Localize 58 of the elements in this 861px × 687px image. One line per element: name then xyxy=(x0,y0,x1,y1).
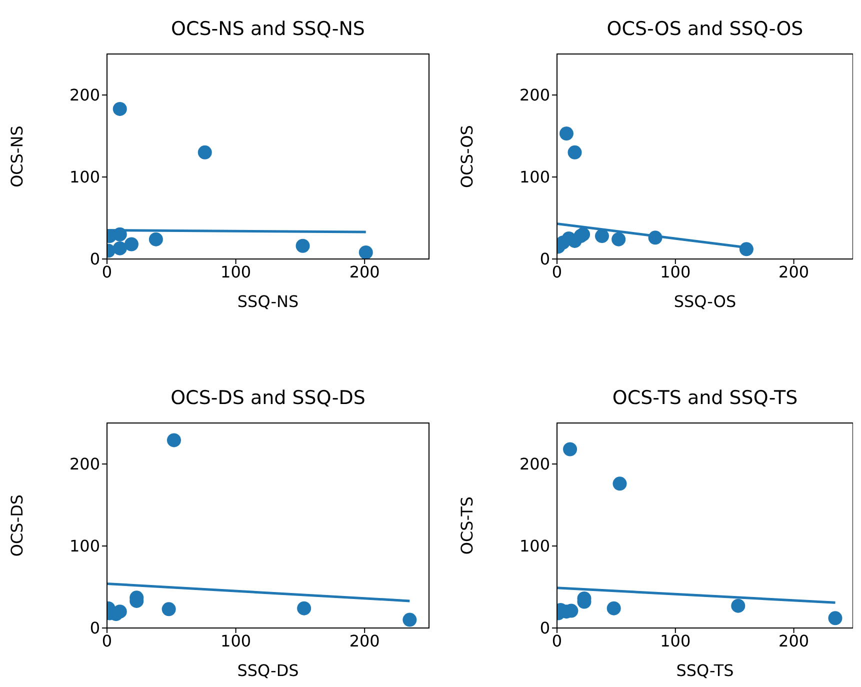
point xyxy=(124,237,138,252)
point xyxy=(828,611,842,626)
y-tick-label: 100 xyxy=(519,168,550,187)
y-tick-label: 0 xyxy=(90,250,100,269)
x-tick-label: 0 xyxy=(102,631,112,650)
point xyxy=(297,601,312,616)
y-tick-label: 200 xyxy=(69,454,100,474)
point xyxy=(148,232,163,246)
x-tick-label: 200 xyxy=(349,631,380,650)
point xyxy=(112,241,127,256)
x-tick-label: 100 xyxy=(660,262,691,282)
point xyxy=(296,238,310,253)
x-axis-title: SSQ-DS xyxy=(237,661,299,680)
y-tick-label: 100 xyxy=(69,168,100,187)
y-tick-label: 100 xyxy=(519,536,550,556)
x-tick-label: 0 xyxy=(552,262,562,282)
point xyxy=(612,476,627,491)
x-axis-title: SSQ-TS xyxy=(676,661,734,680)
chart-title: OCS-TS and SSQ-TS xyxy=(611,387,799,409)
x-tick-label: 200 xyxy=(778,262,810,282)
y-tick-label: 0 xyxy=(540,618,550,638)
point xyxy=(112,102,127,116)
point xyxy=(358,245,373,259)
y-tick-label: 100 xyxy=(69,536,100,556)
y-axis-title: OCS-NS xyxy=(8,126,27,188)
point xyxy=(166,433,181,448)
point xyxy=(559,126,574,141)
point xyxy=(162,602,176,616)
point xyxy=(594,229,609,244)
point xyxy=(562,232,576,246)
x-axis-title: SSQ-OS xyxy=(674,292,736,311)
x-tick-label: 200 xyxy=(349,262,380,282)
point xyxy=(402,612,417,627)
chart-title: OCS-DS and SSQ-DS xyxy=(170,387,366,409)
point xyxy=(731,598,746,613)
y-axis-title: OCS-TS xyxy=(458,496,477,555)
x-tick-label: 0 xyxy=(102,262,112,282)
y-tick-label: 200 xyxy=(519,86,550,105)
y-tick-label: 0 xyxy=(540,250,550,269)
point xyxy=(612,232,626,246)
chart-title: OCS-OS and SSQ-OS xyxy=(606,18,804,40)
point xyxy=(606,601,621,616)
point xyxy=(568,145,582,160)
x-tick-label: 200 xyxy=(778,631,810,650)
point xyxy=(563,442,578,456)
y-axis-title: OCS-OS xyxy=(458,125,477,188)
x-axis-title: SSQ-NS xyxy=(237,292,299,311)
x-tick-label: 100 xyxy=(660,631,691,650)
x-tick-label: 0 xyxy=(552,631,562,650)
y-tick-label: 200 xyxy=(69,86,100,105)
y-axis-title: OCS-DS xyxy=(8,494,27,557)
point xyxy=(198,145,212,160)
point xyxy=(574,229,588,244)
y-tick-label: 200 xyxy=(519,454,550,474)
x-tick-label: 100 xyxy=(220,262,252,282)
y-tick-label: 0 xyxy=(90,618,100,638)
chart-title: OCS-NS and SSQ-NS xyxy=(170,18,366,40)
x-tick-label: 100 xyxy=(220,631,252,650)
